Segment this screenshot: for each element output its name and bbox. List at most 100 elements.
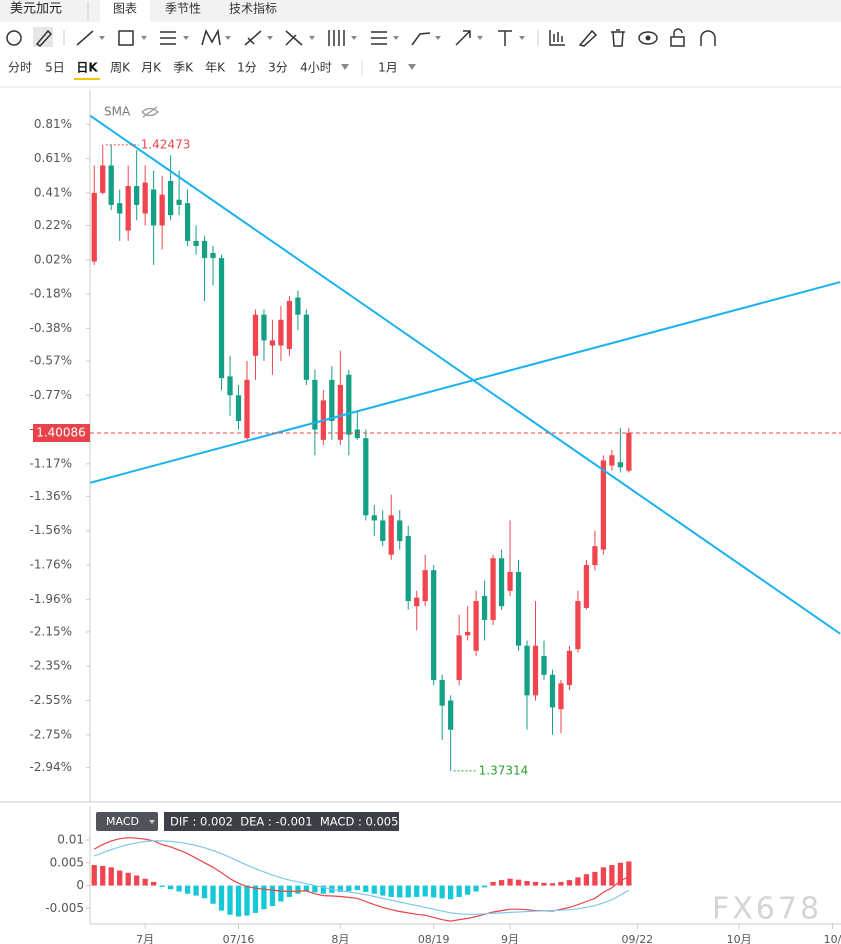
candle-body bbox=[371, 515, 377, 521]
indicator-button[interactable] bbox=[96, 812, 158, 831]
indicator-label[interactable]: SMA bbox=[104, 105, 131, 119]
macd-bar bbox=[91, 865, 97, 886]
tool-icon[interactable] bbox=[118, 30, 134, 46]
last-price-bg bbox=[33, 423, 90, 442]
candle-body bbox=[125, 186, 131, 231]
tool-icon[interactable] bbox=[201, 28, 221, 46]
tool-icon[interactable] bbox=[700, 30, 716, 46]
tool-icon[interactable] bbox=[455, 30, 471, 46]
macd-bar bbox=[566, 880, 573, 886]
visibility-icon[interactable] bbox=[141, 106, 159, 118]
dropdown-icon[interactable] bbox=[99, 36, 105, 40]
tool-icon[interactable] bbox=[611, 29, 625, 47]
period[interactable]: 4小时 bbox=[300, 61, 332, 75]
tool-icon[interactable] bbox=[6, 30, 22, 46]
period[interactable]: 分时 bbox=[8, 61, 32, 75]
period[interactable]: 年K bbox=[205, 61, 226, 75]
tool-icon[interactable] bbox=[578, 29, 598, 47]
period[interactable]: 月K bbox=[141, 61, 162, 75]
x-tick-label: 08/19 bbox=[418, 933, 450, 944]
dropdown-icon[interactable] bbox=[183, 36, 189, 40]
y-tick-label: -1.36% bbox=[30, 489, 72, 503]
tool-icon[interactable] bbox=[35, 29, 53, 47]
candle-body bbox=[235, 395, 242, 421]
dropdown-icon[interactable] bbox=[477, 36, 483, 40]
dropdown-icon[interactable] bbox=[341, 64, 349, 70]
tab[interactable]: 技术指标 bbox=[229, 1, 277, 16]
last-price-label: 1.40086 bbox=[36, 425, 86, 439]
macd-bar bbox=[498, 880, 505, 886]
tool-icon[interactable] bbox=[411, 32, 431, 46]
dropdown-icon[interactable] bbox=[309, 36, 315, 40]
dropdown-icon[interactable] bbox=[393, 36, 399, 40]
y-tick-label: 0 bbox=[76, 878, 84, 892]
candle-body bbox=[448, 700, 454, 730]
tool-icon[interactable] bbox=[670, 36, 685, 47]
macd-bar bbox=[312, 885, 318, 893]
main-plot: 1.42473 1.37314 bbox=[90, 114, 841, 777]
tool-icon[interactable] bbox=[638, 31, 658, 45]
candle-body bbox=[431, 570, 437, 680]
dropdown-icon[interactable] bbox=[141, 36, 147, 40]
active-tab-bg bbox=[100, 0, 150, 22]
candle-body bbox=[532, 645, 539, 696]
candle-body bbox=[575, 601, 581, 650]
period[interactable]: 5日 bbox=[45, 61, 65, 75]
candle-body bbox=[566, 650, 573, 686]
macd-bar bbox=[431, 885, 437, 898]
macd-bar bbox=[346, 885, 352, 892]
candle-body bbox=[151, 189, 157, 226]
tool-icon[interactable] bbox=[328, 30, 345, 46]
tool-icon[interactable] bbox=[549, 30, 565, 46]
candle-body bbox=[227, 376, 233, 396]
dropdown-icon[interactable] bbox=[225, 36, 231, 40]
dropdown-icon[interactable] bbox=[267, 36, 273, 40]
tool-icon[interactable] bbox=[285, 30, 303, 46]
period[interactable]: 季K bbox=[173, 61, 194, 75]
macd-bar bbox=[244, 885, 250, 916]
macd-bar bbox=[252, 885, 259, 913]
candle-body bbox=[507, 571, 513, 591]
x-tick-label: 10月 bbox=[727, 933, 752, 944]
dropdown-icon[interactable] bbox=[408, 64, 416, 70]
macd-bar bbox=[108, 867, 114, 886]
tool-icon[interactable] bbox=[244, 30, 262, 46]
candle-body bbox=[490, 558, 496, 620]
x-tick-label: 09/22 bbox=[621, 933, 653, 944]
period[interactable]: 3分 bbox=[268, 61, 288, 75]
tool-icon[interactable] bbox=[498, 30, 512, 46]
candle-body bbox=[295, 297, 301, 315]
tool-icon[interactable] bbox=[76, 30, 94, 46]
y-tick-label: 0.005 bbox=[50, 855, 84, 869]
candle-body bbox=[108, 165, 114, 205]
tool-icon-dot bbox=[645, 35, 651, 41]
y-tick-label: -0.005 bbox=[45, 901, 84, 915]
macd-bar bbox=[235, 885, 242, 917]
dropdown-icon[interactable] bbox=[351, 36, 357, 40]
macd-line bbox=[93, 840, 630, 915]
dropdown-icon[interactable] bbox=[519, 36, 525, 40]
dropdown-icon[interactable] bbox=[149, 820, 155, 824]
period[interactable]: 日K bbox=[76, 61, 98, 75]
dropdown-icon[interactable] bbox=[435, 36, 441, 40]
x-tick-label: 10/ bbox=[824, 933, 841, 944]
high-label: 1.42473 bbox=[141, 137, 191, 151]
candle-body bbox=[303, 314, 310, 380]
macd-bar bbox=[600, 867, 607, 886]
tool-icon[interactable] bbox=[160, 31, 176, 45]
period[interactable]: 1分 bbox=[237, 61, 257, 75]
candle-body bbox=[269, 340, 276, 346]
candle-body bbox=[252, 314, 259, 356]
tab[interactable]: 季节性 bbox=[165, 2, 201, 16]
x-tick-label: 7月 bbox=[136, 933, 154, 944]
candle-body bbox=[439, 679, 445, 706]
candle-body bbox=[159, 194, 165, 226]
period[interactable]: 周K bbox=[110, 61, 131, 75]
macd-bar bbox=[278, 885, 284, 902]
macd-bar bbox=[269, 885, 276, 907]
indicator-button-label[interactable]: MACD bbox=[106, 815, 139, 828]
tool-icon[interactable] bbox=[371, 31, 387, 45]
candle-body bbox=[481, 595, 488, 620]
range-selector[interactable]: 1月 bbox=[378, 61, 398, 75]
tab[interactable]: 图表 bbox=[113, 2, 137, 16]
